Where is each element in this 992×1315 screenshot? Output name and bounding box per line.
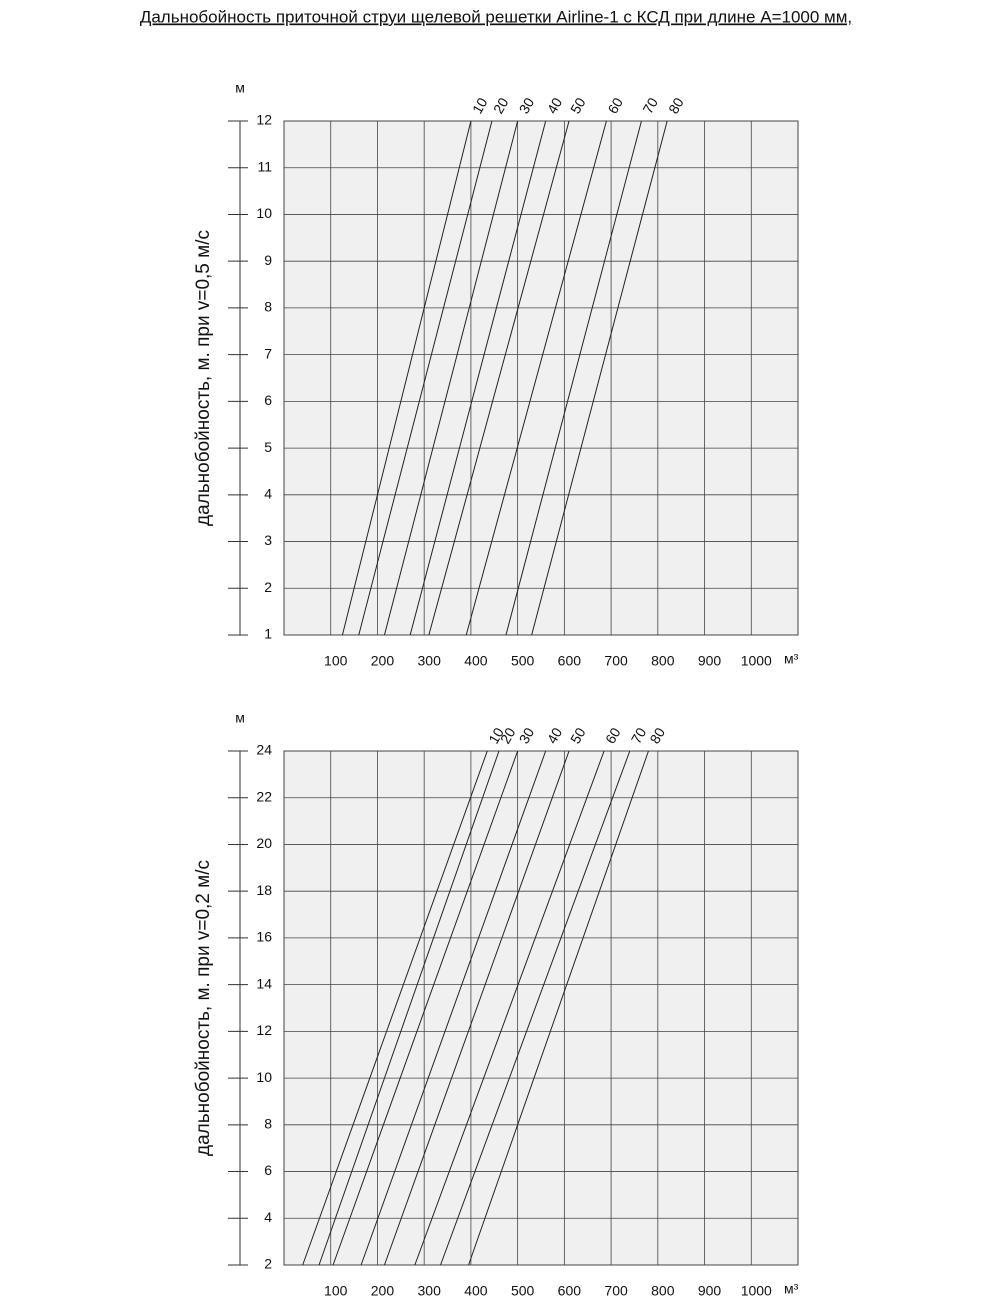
- series-label: 70: [639, 95, 661, 117]
- series-label: 50: [567, 725, 589, 747]
- y-tick-label: 18: [256, 882, 272, 898]
- y-tick-label: 2: [264, 1256, 272, 1272]
- y-axis-title: дальнобойность, м. при v=0,5 м/с: [193, 230, 214, 526]
- series-line: [360, 750, 547, 1266]
- series-label: 20: [490, 95, 512, 117]
- series-label: 60: [602, 725, 624, 747]
- y-tick-label: 10: [256, 1069, 272, 1085]
- series-line: [440, 750, 631, 1266]
- series-line: [428, 120, 570, 636]
- x-tick-label: 400: [464, 653, 488, 669]
- series-line: [332, 750, 519, 1266]
- series-label: 80: [646, 725, 668, 747]
- y-tick-label: 10: [256, 205, 272, 221]
- series-label: 70: [628, 725, 650, 747]
- page-title: Дальнобойность приточной струи щелевой р…: [140, 7, 852, 26]
- y-tick-label: 24: [256, 742, 272, 758]
- series-line: [505, 120, 642, 636]
- y-unit: м: [235, 710, 245, 726]
- x-tick-label: 300: [418, 653, 442, 669]
- y-tick-label: 14: [256, 975, 272, 991]
- y-axis-title: дальнобойность, м. при v=0,2 м/с: [193, 860, 214, 1156]
- x-unit: м³: [784, 651, 799, 667]
- y-tick-label: 2: [264, 579, 272, 595]
- series-label: 40: [544, 95, 566, 117]
- x-tick-label: 700: [604, 653, 628, 669]
- y-tick-label: 11: [257, 158, 272, 174]
- x-unit: м³: [784, 1281, 799, 1297]
- y-unit: м: [235, 80, 245, 96]
- x-tick-label: 800: [651, 653, 675, 669]
- series-label: 30: [516, 95, 538, 117]
- y-tick-label: 20: [256, 835, 272, 851]
- y-tick-label: 22: [256, 788, 272, 804]
- series-label: 10: [485, 725, 507, 747]
- series-line: [318, 750, 500, 1266]
- y-tick-label: 9: [264, 252, 272, 268]
- x-tick-label: 200: [371, 1283, 395, 1299]
- series-line: [358, 120, 493, 636]
- series-label: 50: [567, 95, 589, 117]
- x-tick-label: 600: [558, 653, 582, 669]
- series-label: 30: [516, 725, 538, 747]
- series-label: 20: [497, 725, 519, 747]
- plot-area: [283, 120, 799, 636]
- series-line: [383, 750, 570, 1266]
- x-tick-label: 1000: [741, 1283, 772, 1299]
- y-tick-label: 12: [256, 1022, 272, 1038]
- y-tick-label: 16: [256, 929, 272, 945]
- series-line: [531, 120, 668, 636]
- x-tick-label: 1000: [741, 653, 772, 669]
- y-tick-label: 5: [264, 439, 272, 455]
- x-tick-label: 600: [558, 1283, 582, 1299]
- series-line: [341, 120, 472, 636]
- y-tick-label: 7: [264, 345, 272, 361]
- x-tick-label: 800: [651, 1283, 675, 1299]
- y-tick-label: 4: [264, 1209, 272, 1225]
- series-label: 10: [469, 95, 491, 117]
- series-line: [468, 750, 649, 1266]
- y-tick-label: 3: [264, 532, 272, 548]
- x-tick-label: 400: [464, 1283, 488, 1299]
- y-tick-label: 8: [264, 299, 272, 315]
- series-line: [302, 750, 488, 1266]
- series-label: 80: [665, 95, 687, 117]
- series-line: [465, 120, 607, 636]
- x-tick-label: 100: [324, 1283, 348, 1299]
- series-line: [383, 120, 519, 636]
- x-tick-label: 900: [698, 653, 722, 669]
- x-tick-label: 200: [371, 653, 395, 669]
- x-tick-label: 300: [418, 1283, 442, 1299]
- x-tick-label: 500: [511, 1283, 535, 1299]
- y-tick-label: 12: [256, 112, 272, 128]
- y-tick-label: 6: [264, 1162, 272, 1178]
- series-line: [409, 120, 547, 636]
- x-tick-label: 500: [511, 653, 535, 669]
- x-tick-label: 100: [324, 653, 348, 669]
- y-tick-label: 8: [264, 1116, 272, 1132]
- y-tick-label: 6: [264, 392, 272, 408]
- x-tick-label: 900: [698, 1283, 722, 1299]
- y-tick-label: 1: [264, 626, 272, 642]
- y-tick-label: 4: [264, 486, 272, 502]
- series-label: 60: [604, 95, 626, 117]
- series-label: 40: [544, 725, 566, 747]
- series-line: [414, 750, 605, 1266]
- x-tick-label: 700: [604, 1283, 628, 1299]
